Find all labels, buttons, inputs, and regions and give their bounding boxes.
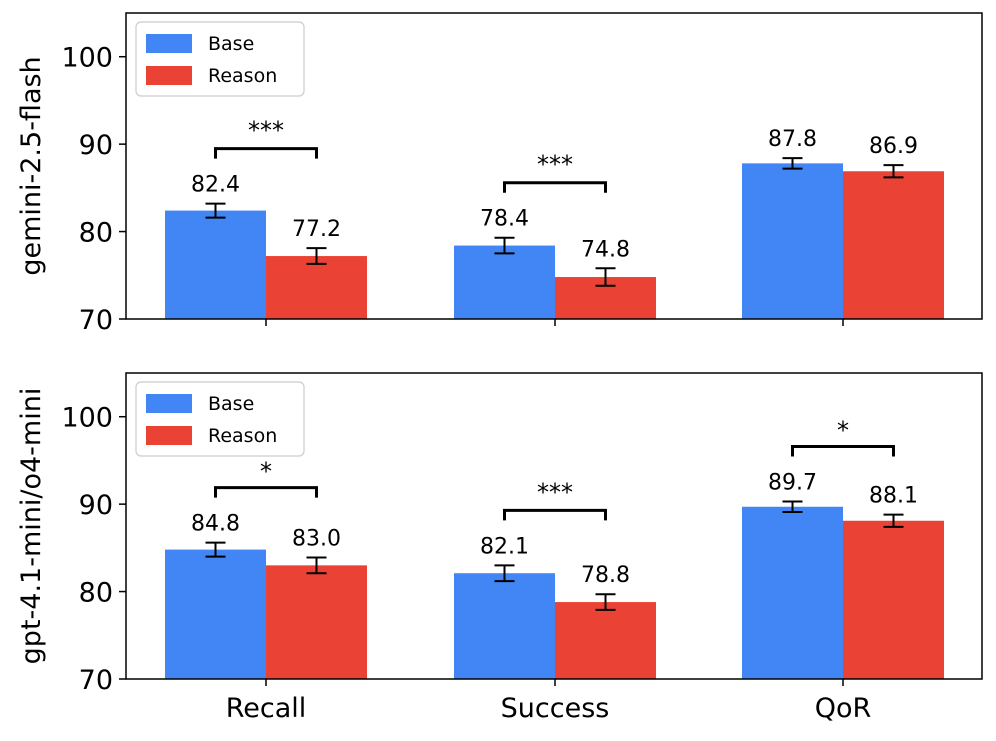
y-axis-label: gpt-4.1-mini/o4-mini	[16, 388, 47, 665]
bar-base-recall	[165, 549, 266, 679]
bar-value-label: 86.9	[869, 134, 918, 159]
legend-label-base: Base	[208, 393, 254, 415]
y-tick-label: 70	[79, 305, 113, 336]
y-tick-label: 70	[79, 665, 113, 696]
bar-value-label: 78.4	[480, 207, 529, 232]
y-tick-label: 100	[61, 403, 113, 434]
chart-panel-1: 70 80 90 100 gemini-2.5-flash 82.4 78.4 87.8 77.…	[16, 12, 983, 336]
significance-marker: ***	[248, 117, 284, 145]
y-tick-label: 80	[79, 578, 113, 609]
y-tick-label: 100	[61, 43, 113, 74]
bar-value-label: 83.0	[292, 526, 341, 551]
bar-base-success	[454, 573, 555, 679]
x-tick-label: Recall	[226, 693, 307, 724]
bar-value-label: 74.8	[581, 237, 630, 262]
bar-value-label: 77.2	[292, 217, 341, 242]
legend-label-base: Base	[208, 33, 254, 55]
bar-value-label: 82.1	[480, 534, 529, 559]
bar-value-label: 87.8	[768, 127, 817, 152]
significance-marker: ***	[537, 151, 573, 179]
y-tick-label: 90	[79, 490, 113, 521]
bar-base-qor	[742, 163, 843, 319]
bar-value-label: 88.1	[869, 484, 918, 509]
legend-label-reason: Reason	[208, 65, 277, 87]
bar-base-success	[454, 245, 555, 319]
y-tick-label: 80	[79, 218, 113, 249]
legend-swatch-reason	[146, 426, 192, 445]
significance-bracket	[791, 445, 895, 457]
bar-reason-qor	[843, 520, 944, 679]
significance-bracket	[503, 181, 607, 193]
axes-frame	[125, 372, 983, 680]
legend-label-reason: Reason	[208, 425, 277, 447]
bar-reason-qor	[843, 171, 944, 319]
x-tick-label: Success	[501, 693, 610, 724]
significance-marker: ***	[537, 478, 573, 506]
legend-swatch-reason	[146, 66, 192, 85]
bar-base-qor	[742, 506, 843, 679]
bar-value-label: 89.7	[768, 471, 817, 496]
y-tick-label: 90	[79, 130, 113, 161]
bar-reason-recall	[266, 256, 367, 319]
bar-value-label: 78.8	[581, 563, 630, 588]
bar-reason-recall	[266, 565, 367, 679]
bar-value-label: 82.4	[191, 173, 240, 198]
chart-panel-2: 70 80 90 100 gpt-4.1-mini/o4-mini 84.8 82.1 89.…	[16, 372, 983, 724]
significance-bracket	[214, 147, 318, 159]
significance-bracket	[214, 486, 318, 498]
legend-swatch-base	[146, 34, 192, 53]
bar-base-recall	[165, 210, 266, 319]
axes-frame	[125, 12, 983, 320]
significance-bracket	[503, 508, 607, 521]
bar-reason-success	[555, 602, 656, 679]
x-tick-label: QoR	[815, 693, 872, 724]
legend-swatch-base	[146, 394, 192, 413]
significance-marker: *	[260, 458, 272, 486]
significance-marker: *	[837, 417, 849, 445]
bar-value-label: 84.8	[191, 512, 240, 537]
y-axis-label: gemini-2.5-flash	[16, 56, 47, 275]
